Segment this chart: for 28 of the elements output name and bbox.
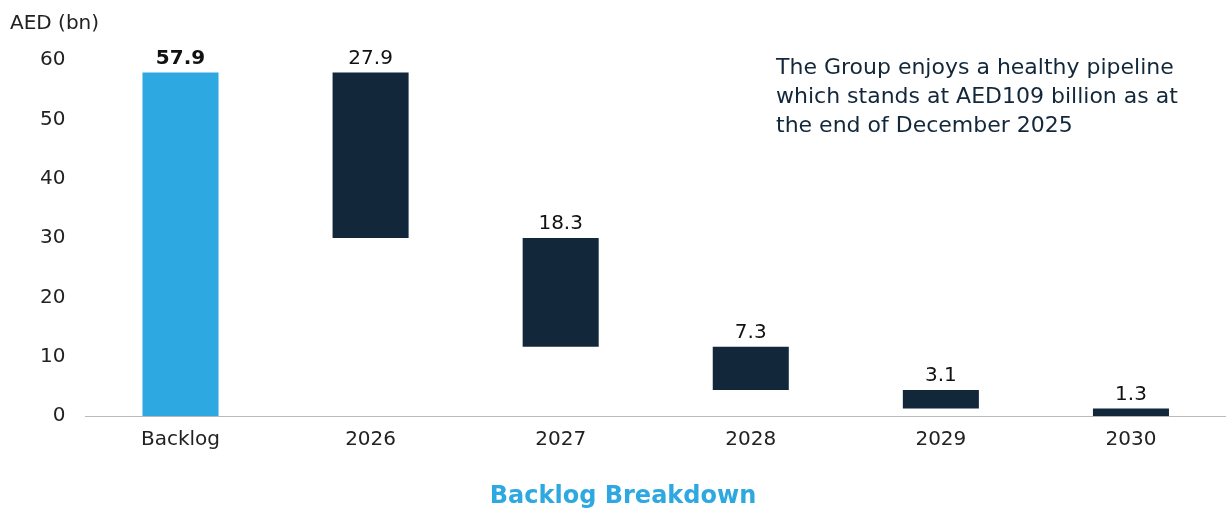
x-tick-label: 2028 (725, 426, 777, 451)
data-label: 3.1 (924, 362, 957, 387)
annotation: The Group enjoys a healthy pipeline which stands at AED109 billion as at the end of December 2025 (776, 53, 1179, 139)
bar (1092, 408, 1169, 417)
x-tick-label: 2026 (345, 426, 397, 451)
y-tick-label: 50 (40, 105, 66, 130)
x-tick-label: 2027 (535, 426, 587, 451)
bar (332, 72, 409, 239)
y-axis-title: AED (bn) (10, 10, 100, 35)
y-tick-label: 40 (40, 164, 66, 189)
bar (142, 72, 219, 417)
y-tick-label: 30 (40, 224, 66, 249)
y-tick-label: 10 (40, 343, 66, 368)
data-label: 1.3 (1115, 380, 1147, 405)
x-tick-label: 2030 (1105, 426, 1157, 451)
data-label: 57.9 (155, 44, 206, 69)
y-tick-label: 60 (40, 46, 66, 71)
bar (522, 238, 599, 347)
x-tick-label: Backlog (140, 426, 221, 451)
text: Backlog Breakdown (489, 480, 757, 509)
data-label: 7.3 (734, 318, 767, 343)
bar (712, 346, 789, 391)
data-label: 27.9 (348, 44, 393, 69)
x-tick-label: 2029 (915, 426, 967, 451)
y-tick-label: 0 (52, 402, 66, 427)
data-label: 18.3 (538, 210, 583, 235)
bar (902, 390, 979, 409)
y-tick-label: 20 (40, 283, 66, 308)
